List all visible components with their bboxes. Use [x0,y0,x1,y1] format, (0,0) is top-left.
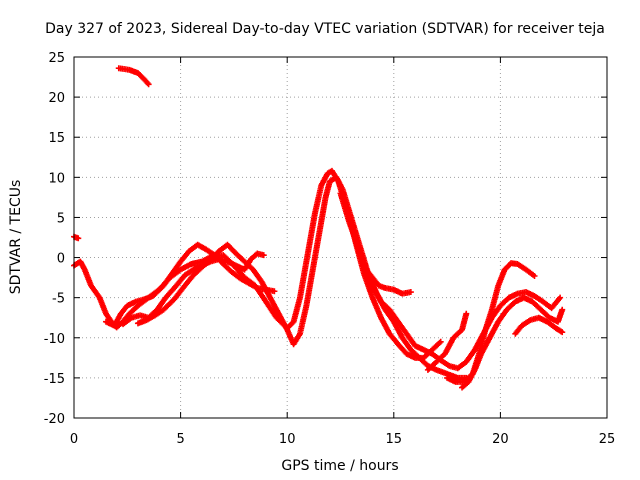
y-tick-label: 15 [48,131,65,146]
data-point [407,289,414,296]
data-point [559,306,566,313]
data-point [557,294,564,301]
data-series-track-a [71,233,82,242]
data-series-track-b [115,65,152,88]
x-tick-label: 25 [599,432,616,447]
x-tick-label: 0 [70,432,78,447]
y-tick-label: -20 [44,412,65,427]
data-point [559,329,566,336]
y-axis-label: SDTVAR / TECUs [8,180,24,295]
plot-frame [73,56,608,419]
data-point [463,310,470,317]
data-series-track-i [424,310,470,373]
x-tick-label: 20 [492,432,509,447]
data-point [437,338,444,345]
axis-ticks: 0 5 10 15 20 25 -20 -15 -10 -5 0 5 10 15 20 25 [44,51,616,447]
x-tick-label: 15 [386,432,403,447]
data-point [75,235,82,242]
data-series-track-c [71,167,444,361]
data-series-track-h [352,238,564,372]
chart-title: Day 327 of 2023, Sidereal Day-to-day VTE… [45,21,605,37]
data-points [71,65,566,391]
y-tick-label: 5 [57,211,65,226]
data-series-track-l [512,314,566,337]
y-tick-label: -10 [44,332,65,347]
data-point [260,252,267,259]
data-series-track-k [459,294,566,391]
data-point [271,288,278,295]
grid-lines [74,57,607,418]
y-tick-label: -5 [52,292,65,307]
y-tick-label: 20 [48,91,65,106]
x-tick-label: 10 [279,432,296,447]
y-tick-label: 0 [57,252,65,267]
x-axis-label: GPS time / hours [281,458,398,474]
data-point [145,81,152,88]
y-tick-label: 25 [48,51,65,66]
y-tick-label: 10 [48,171,65,186]
data-series-track-d [102,241,278,329]
data-point [531,273,538,280]
x-tick-label: 5 [176,432,184,447]
y-tick-label: -15 [44,372,65,387]
